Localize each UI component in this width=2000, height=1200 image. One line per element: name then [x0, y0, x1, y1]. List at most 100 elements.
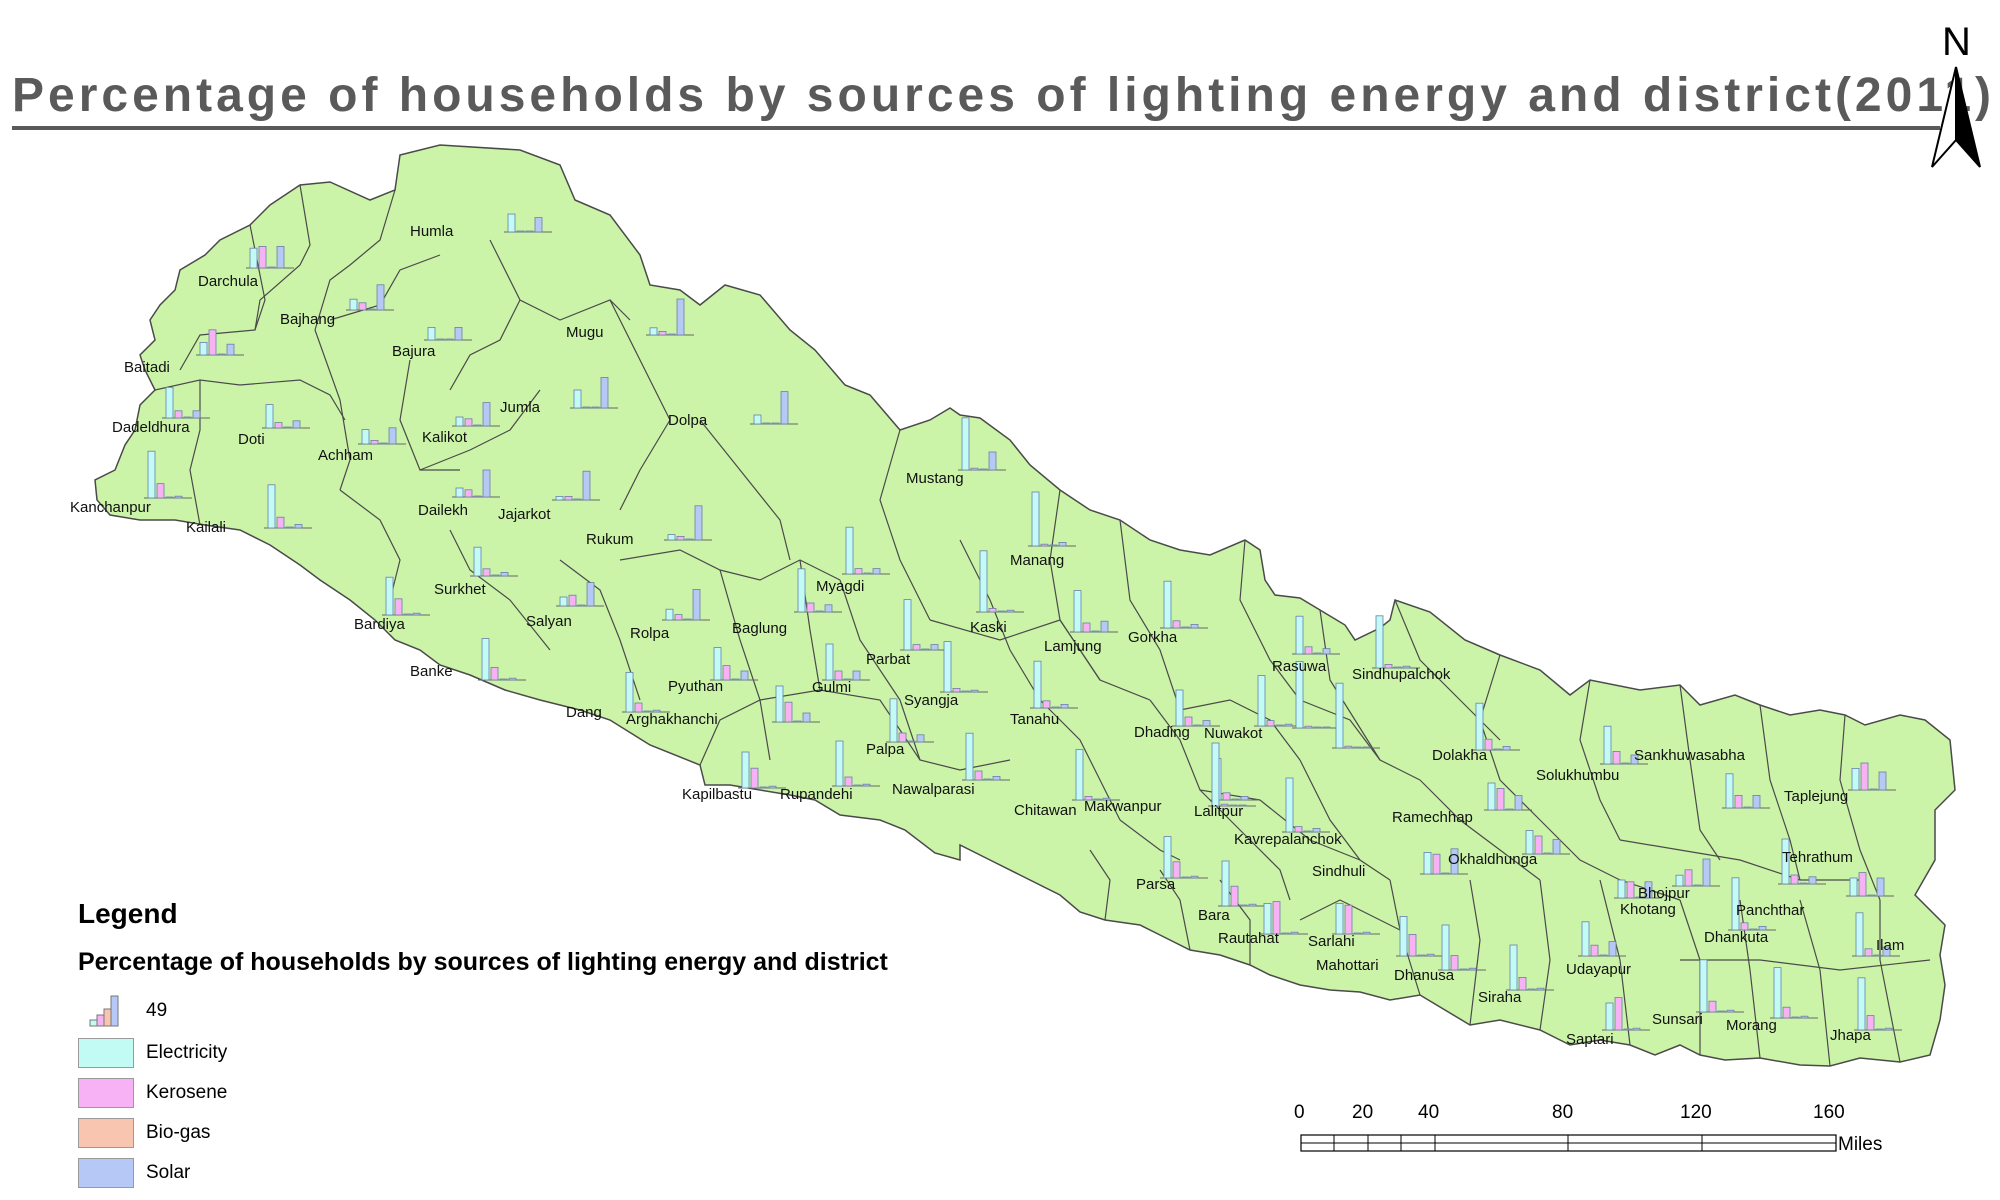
- district-bar-chart: [1282, 777, 1330, 833]
- bar-electricity: [965, 732, 974, 781]
- bar-electricity: [741, 751, 750, 789]
- bar-solar: [992, 776, 1001, 781]
- bar-electricity: [1475, 702, 1484, 751]
- bar-biogas: [1635, 896, 1644, 899]
- bar-kerosene: [1408, 934, 1417, 957]
- bar-electricity: [667, 534, 676, 541]
- bar-solar: [1402, 665, 1411, 669]
- district-label: Sarlahi: [1308, 933, 1355, 950]
- bar-solar: [1882, 946, 1891, 957]
- bar-kerosene: [762, 422, 771, 425]
- legend-subtitle: Percentage of households by sources of l…: [78, 948, 888, 976]
- district-label: Bhojpur: [1638, 885, 1690, 902]
- district-label: Dhanusa: [1394, 967, 1455, 984]
- bar-biogas: [1621, 762, 1630, 765]
- bar-biogas: [793, 720, 802, 723]
- bar-solar: [1758, 926, 1767, 931]
- scale-tick-label: 120: [1680, 1102, 1712, 1123]
- scale-tick-label: 80: [1552, 1102, 1574, 1123]
- bar-electricity: [1175, 689, 1184, 727]
- bar-electricity: [1509, 944, 1518, 991]
- bar-kerosene: [674, 614, 683, 621]
- bar-solar: [780, 391, 789, 425]
- district-borders: [154, 184, 1931, 1067]
- bar-solar: [1450, 848, 1459, 875]
- district-bar-chart: [196, 329, 244, 356]
- bar-biogas: [525, 230, 534, 233]
- district-label: Makwanpur: [1084, 798, 1162, 815]
- district-label: Mugu: [566, 324, 604, 341]
- bar-solar: [1240, 796, 1249, 801]
- bar-solar: [582, 470, 591, 501]
- bar-solar: [1284, 723, 1293, 727]
- bar-biogas: [1599, 954, 1608, 957]
- bar-electricity: [455, 487, 464, 498]
- bar-biogas: [1693, 884, 1702, 887]
- district-bar-chart: [1602, 997, 1650, 1031]
- bar-biogas: [1717, 1010, 1726, 1013]
- bar-electricity: [943, 641, 952, 693]
- bar-solar: [852, 670, 861, 681]
- bar-biogas: [731, 678, 740, 681]
- bar-biogas: [979, 468, 988, 471]
- district-label: Mahottari: [1316, 957, 1379, 974]
- bar-electricity: [427, 326, 436, 341]
- bar-solar: [1632, 1027, 1641, 1031]
- district-bar-chart: [1770, 967, 1818, 1019]
- district-bar-chart: [556, 582, 604, 607]
- bar-electricity: [1263, 903, 1272, 935]
- bar-biogas: [1353, 746, 1362, 749]
- bar-biogas: [997, 610, 1006, 613]
- bar-electricity: [1855, 912, 1864, 957]
- bar-electricity: [1487, 782, 1496, 811]
- district-label: Dolakha: [1432, 747, 1488, 764]
- bar-solar: [1006, 609, 1015, 613]
- bar-kerosene: [490, 667, 499, 681]
- bar-biogas: [771, 422, 780, 425]
- bar-kerosene: [1790, 874, 1799, 885]
- bar-kerosene: [1304, 646, 1313, 655]
- bar-electricity: [649, 327, 658, 336]
- district-label: Sindhuli: [1312, 863, 1366, 880]
- district-label: Parbat: [866, 651, 911, 668]
- district-bar-chart: [832, 740, 880, 787]
- bar-kerosene: [1344, 904, 1353, 935]
- bar-electricity: [979, 550, 988, 613]
- bar-electricity: [1605, 1002, 1614, 1031]
- bar-kerosene: [464, 489, 473, 498]
- district-bar-chart: [1208, 742, 1256, 807]
- bar-solar: [1060, 704, 1069, 709]
- bar-biogas: [1869, 788, 1878, 791]
- district-bar-chart: [1600, 725, 1648, 765]
- bar-electricity: [1375, 615, 1384, 669]
- district-bar-chart: [1420, 848, 1468, 875]
- district-bar-chart: [900, 599, 948, 651]
- bar-electricity: [249, 247, 258, 269]
- scale-tick-label: 20: [1352, 1102, 1374, 1123]
- bar-kerosene: [676, 536, 685, 541]
- bar-solar: [652, 709, 661, 713]
- district-bar-chart: [1292, 615, 1340, 655]
- bar-electricity: [147, 450, 156, 499]
- district-bar-chart: [1218, 860, 1266, 907]
- bar-biogas: [1239, 904, 1248, 907]
- bar-biogas: [379, 442, 388, 445]
- district-label: Pyuthan: [668, 678, 724, 695]
- bar-kerosene: [482, 568, 491, 577]
- bar-solar: [534, 217, 543, 233]
- bar-solar: [1884, 1027, 1893, 1031]
- bar-electricity: [1221, 860, 1230, 907]
- bar-electricity: [1211, 742, 1220, 807]
- bar-kerosene: [844, 776, 853, 787]
- bar-solar: [1238, 804, 1247, 807]
- bar-electricity: [455, 416, 464, 427]
- district-bar-chart: [262, 404, 310, 429]
- district-bar-chart: [1332, 682, 1380, 749]
- bar-solar: [1876, 877, 1885, 897]
- bar-kerosene: [436, 338, 445, 341]
- bar-electricity: [845, 526, 854, 575]
- district-label: Dang: [566, 704, 602, 721]
- bar-biogas: [1417, 954, 1426, 957]
- bar-solar: [192, 410, 201, 419]
